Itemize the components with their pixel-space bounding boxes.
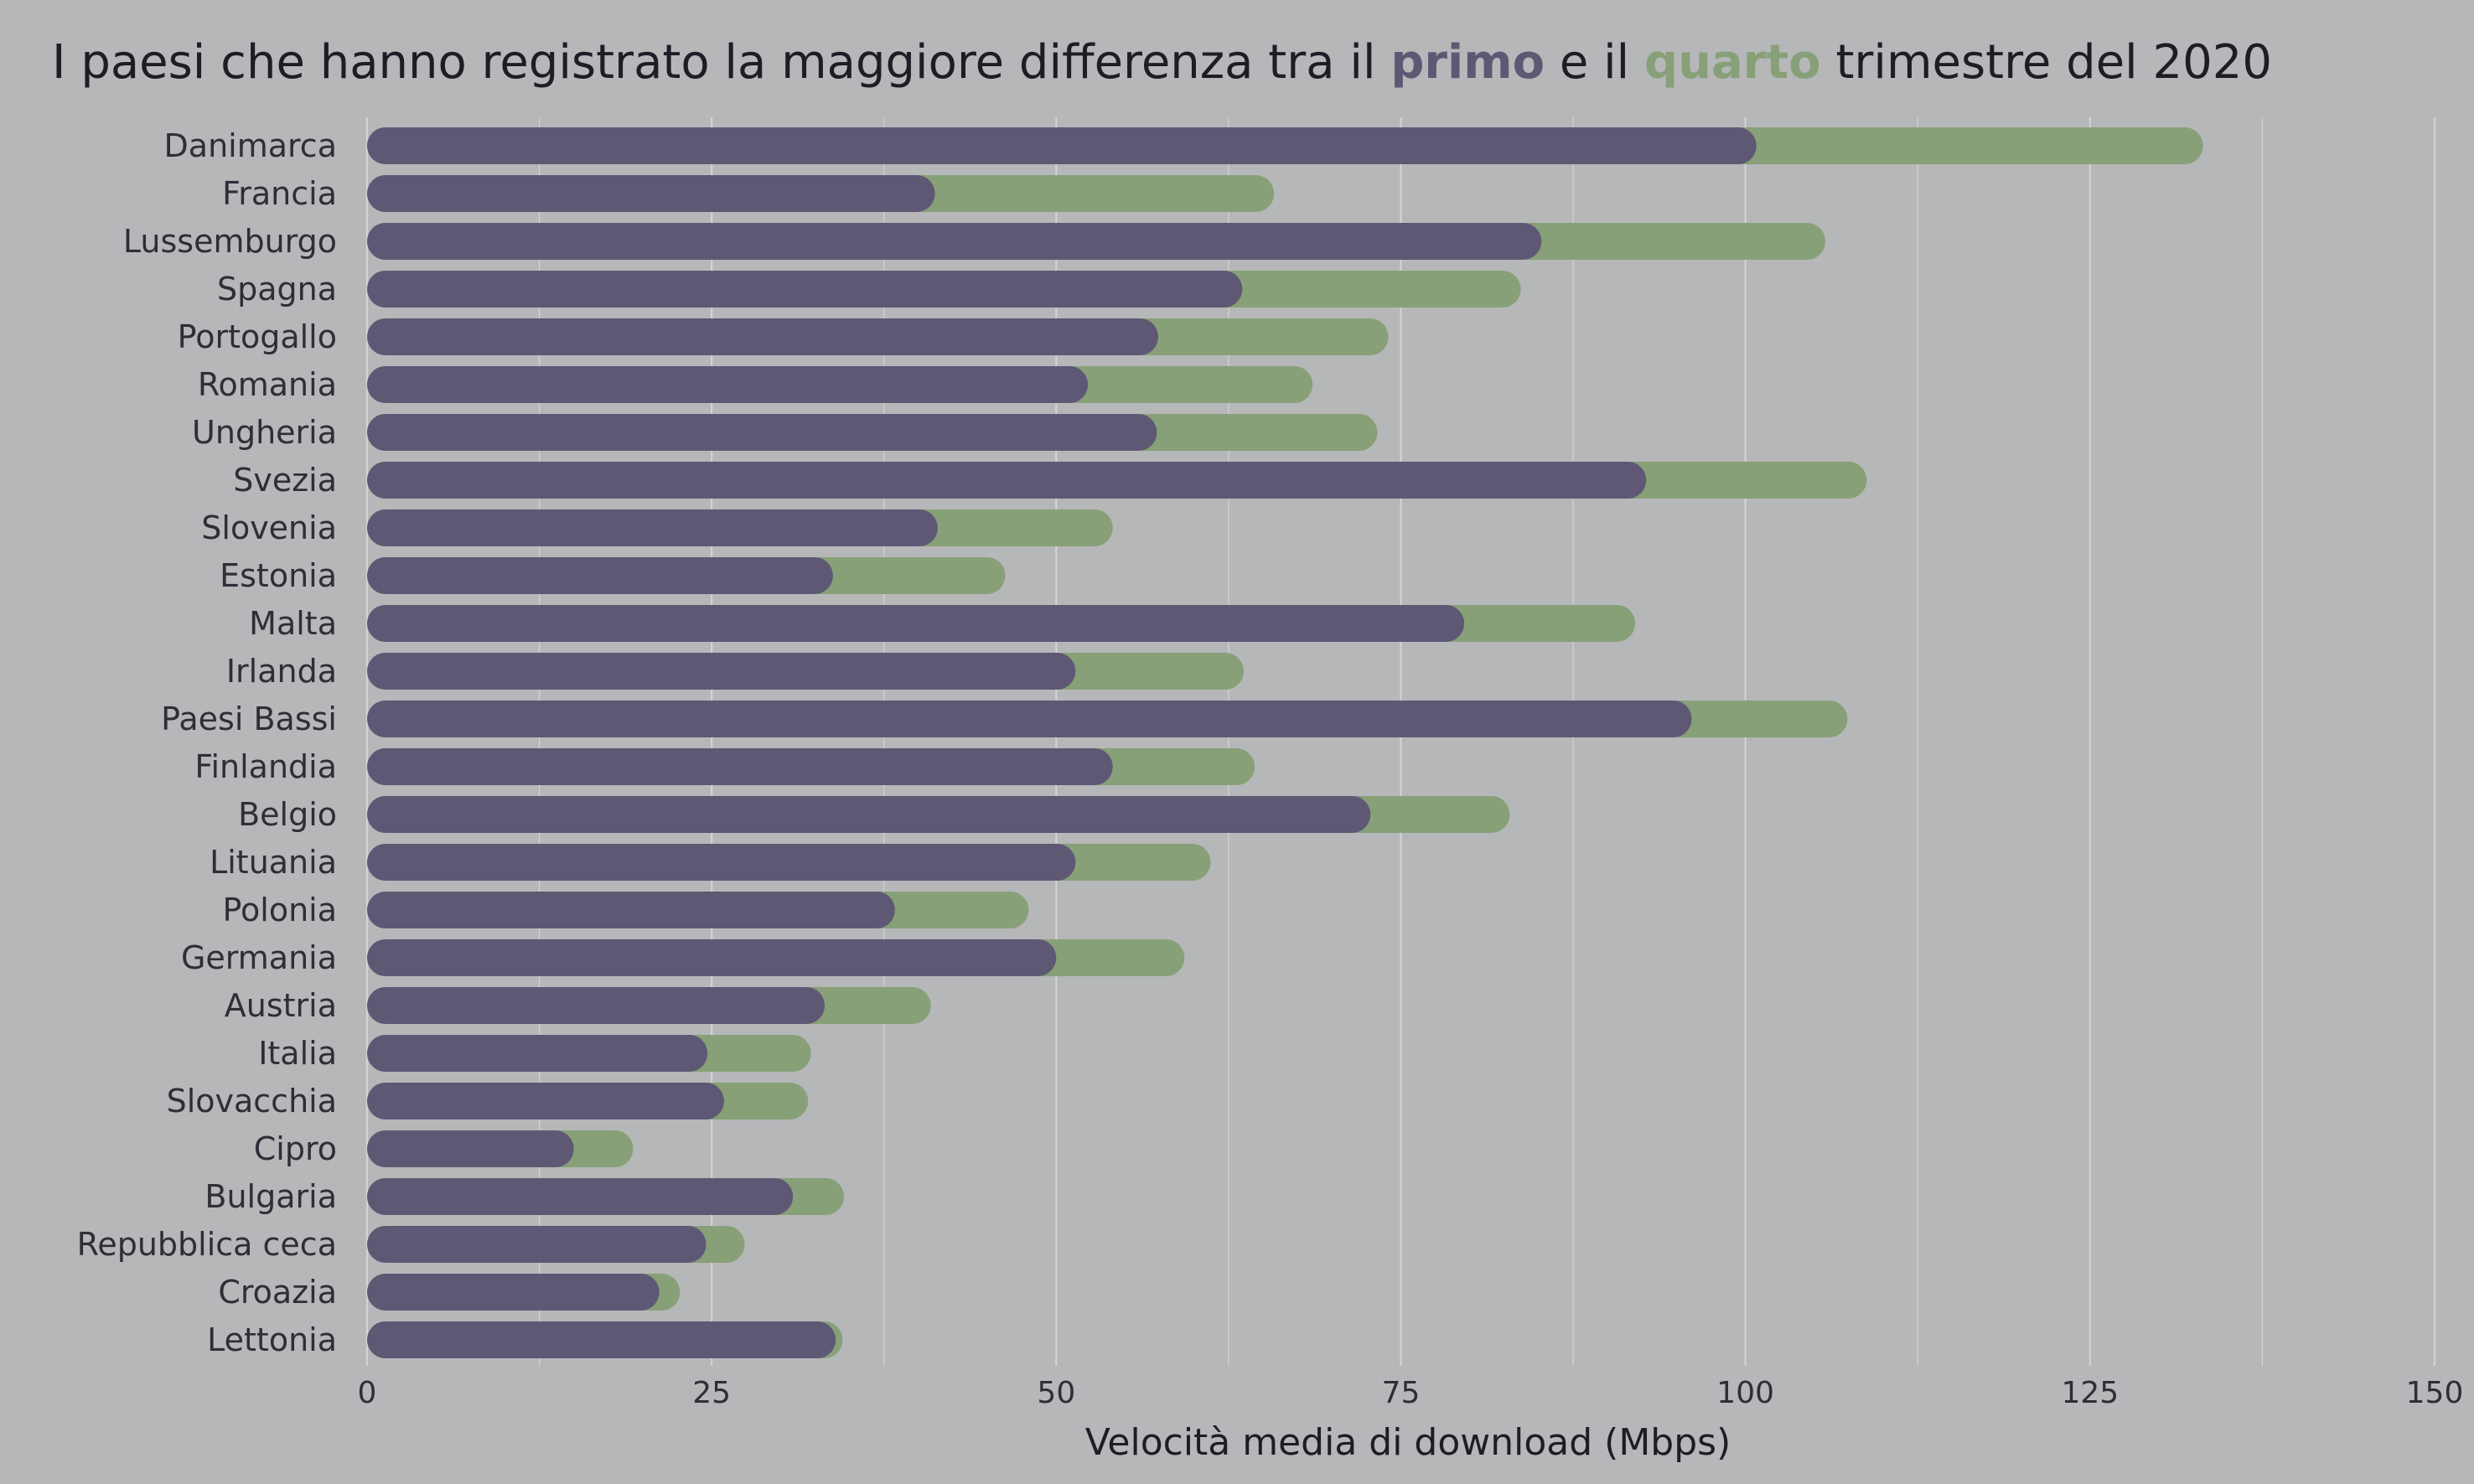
x-tick-label: 0: [358, 1376, 377, 1410]
country-label: Cipro: [254, 1130, 337, 1167]
country-label: Francia: [222, 175, 337, 212]
country-label: Lettonia: [207, 1321, 337, 1358]
bar-primo: [367, 1321, 836, 1358]
bar-primo: [367, 1130, 574, 1167]
bar-primo: [367, 1083, 724, 1119]
x-tick-label: 50: [1037, 1376, 1075, 1410]
country-label: Croazia: [218, 1274, 337, 1311]
bar-primo: [367, 127, 1757, 164]
country-label: Slovacchia: [167, 1083, 337, 1119]
title-highlight-primo: primo: [1390, 35, 1545, 90]
country-label: Italia: [258, 1035, 337, 1072]
country-label: Lituania: [210, 844, 337, 881]
country-label: Polonia: [222, 892, 337, 928]
country-label: Belgio: [238, 796, 337, 833]
x-tick-label: 125: [2061, 1376, 2119, 1410]
x-tick-label: 25: [692, 1376, 731, 1410]
x-axis-ticks: 0 25 50 75 100 125 150: [358, 1376, 2464, 1410]
country-label: Romania: [198, 366, 337, 403]
country-label: Spagna: [217, 271, 337, 308]
title-part-2: e il: [1545, 35, 1645, 90]
bar-primo: [367, 939, 1057, 976]
bar-primo: [367, 653, 1076, 690]
country-label: Malta: [249, 605, 337, 642]
country-label: Repubblica ceca: [77, 1226, 337, 1263]
country-label: Finlandia: [194, 748, 337, 785]
bar-primo: [367, 557, 833, 594]
bar-primo: [367, 892, 895, 928]
country-label: Germania: [181, 939, 337, 976]
bar-primo: [367, 509, 938, 546]
title-part-3: trimestre del 2020: [1820, 35, 2273, 90]
x-tick-label: 100: [1716, 1376, 1774, 1410]
bar-primo: [367, 748, 1113, 785]
country-label: Svezia: [233, 462, 337, 499]
bar-primo: [367, 414, 1157, 451]
country-label: Estonia: [220, 557, 337, 594]
bar-primo: [367, 844, 1076, 881]
title-part-1: I paesi che hanno registrato la maggiore…: [52, 35, 1391, 90]
country-label: Ungheria: [192, 414, 337, 451]
country-label: Danimarca: [164, 127, 337, 164]
bar-primo: [367, 1035, 708, 1072]
x-axis-title: Velocità media di download (Mbps): [1085, 1421, 1731, 1464]
bar-primo: [367, 271, 1243, 308]
bar-primo: [367, 462, 1647, 499]
country-label: Irlanda: [226, 653, 337, 690]
bar-primo: [367, 318, 1159, 355]
bars: [367, 127, 2203, 1358]
bar-primo: [367, 987, 826, 1024]
bar-primo: [367, 1178, 794, 1215]
bar-primo: [367, 701, 1692, 737]
country-label: Bulgaria: [204, 1178, 337, 1215]
country-label: Lussemburgo: [123, 223, 337, 260]
country-label: Slovenia: [201, 509, 337, 546]
country-label: Paesi Bassi: [161, 701, 337, 737]
chart-title: I paesi che hanno registrato la maggiore…: [52, 35, 2272, 90]
bar-primo: [367, 366, 1089, 403]
bar-primo: [367, 223, 1542, 260]
x-tick-label: 150: [2406, 1376, 2464, 1410]
bar-primo: [367, 175, 935, 212]
country-labels: Danimarca Francia Lussemburgo Spagna Portoga…: [77, 127, 337, 1358]
country-label: Austria: [225, 987, 337, 1024]
title-highlight-quarto: quarto: [1644, 35, 1821, 90]
bar-primo: [367, 605, 1465, 642]
x-tick-label: 75: [1382, 1376, 1421, 1410]
bar-primo: [367, 1274, 660, 1311]
bar-primo: [367, 1226, 706, 1263]
country-label: Portogallo: [178, 318, 337, 355]
bar-primo: [367, 796, 1371, 833]
